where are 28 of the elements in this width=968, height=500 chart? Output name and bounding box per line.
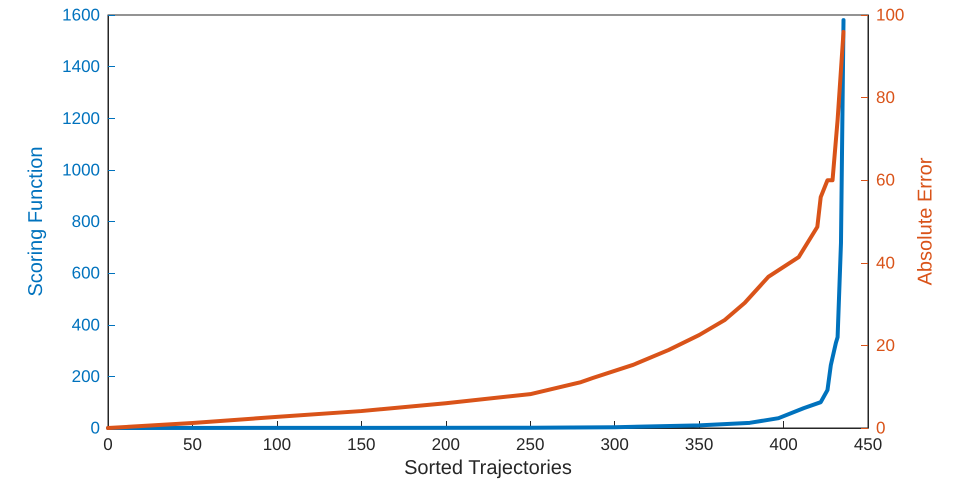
- y-tick-label: 600: [72, 264, 100, 283]
- y-tick-label: 1200: [62, 108, 100, 128]
- y2-tick-label: 40: [876, 253, 895, 272]
- y2-tick-label: 60: [876, 170, 895, 190]
- x-tick-label: 100: [262, 435, 292, 454]
- y2-tick-label: 20: [876, 336, 895, 355]
- x-tick-label: 450: [854, 435, 882, 454]
- x-tick-label: 250: [516, 435, 544, 454]
- y-tick-label: 1400: [62, 57, 100, 76]
- x-tick-label: 350: [684, 435, 714, 454]
- y-tick-label: 200: [72, 366, 100, 386]
- y-tick-label: 0: [90, 418, 100, 438]
- y-tick-label: 800: [72, 212, 100, 231]
- y-tick-label: 400: [72, 315, 100, 334]
- x-tick-label: 300: [600, 435, 629, 454]
- y2-axis-title: Absolute Error: [914, 157, 936, 286]
- y-axis-title: Scoring Function: [25, 146, 47, 297]
- y2-tick-label: 80: [876, 88, 895, 108]
- x-tick-label: 200: [432, 435, 460, 454]
- x-tick-label: 400: [769, 435, 798, 454]
- x-axis-title: Sorted Trajectories: [404, 457, 572, 479]
- y2-tick-label: 0: [876, 418, 886, 438]
- y2-tick-label: 100: [876, 6, 904, 24]
- y-tick-label: 1000: [62, 160, 100, 180]
- x-tick-label: 50: [182, 435, 202, 454]
- y-tick-label: 1600: [62, 6, 100, 24]
- x-tick-label: 0: [103, 435, 113, 454]
- x-tick-label: 150: [347, 435, 376, 454]
